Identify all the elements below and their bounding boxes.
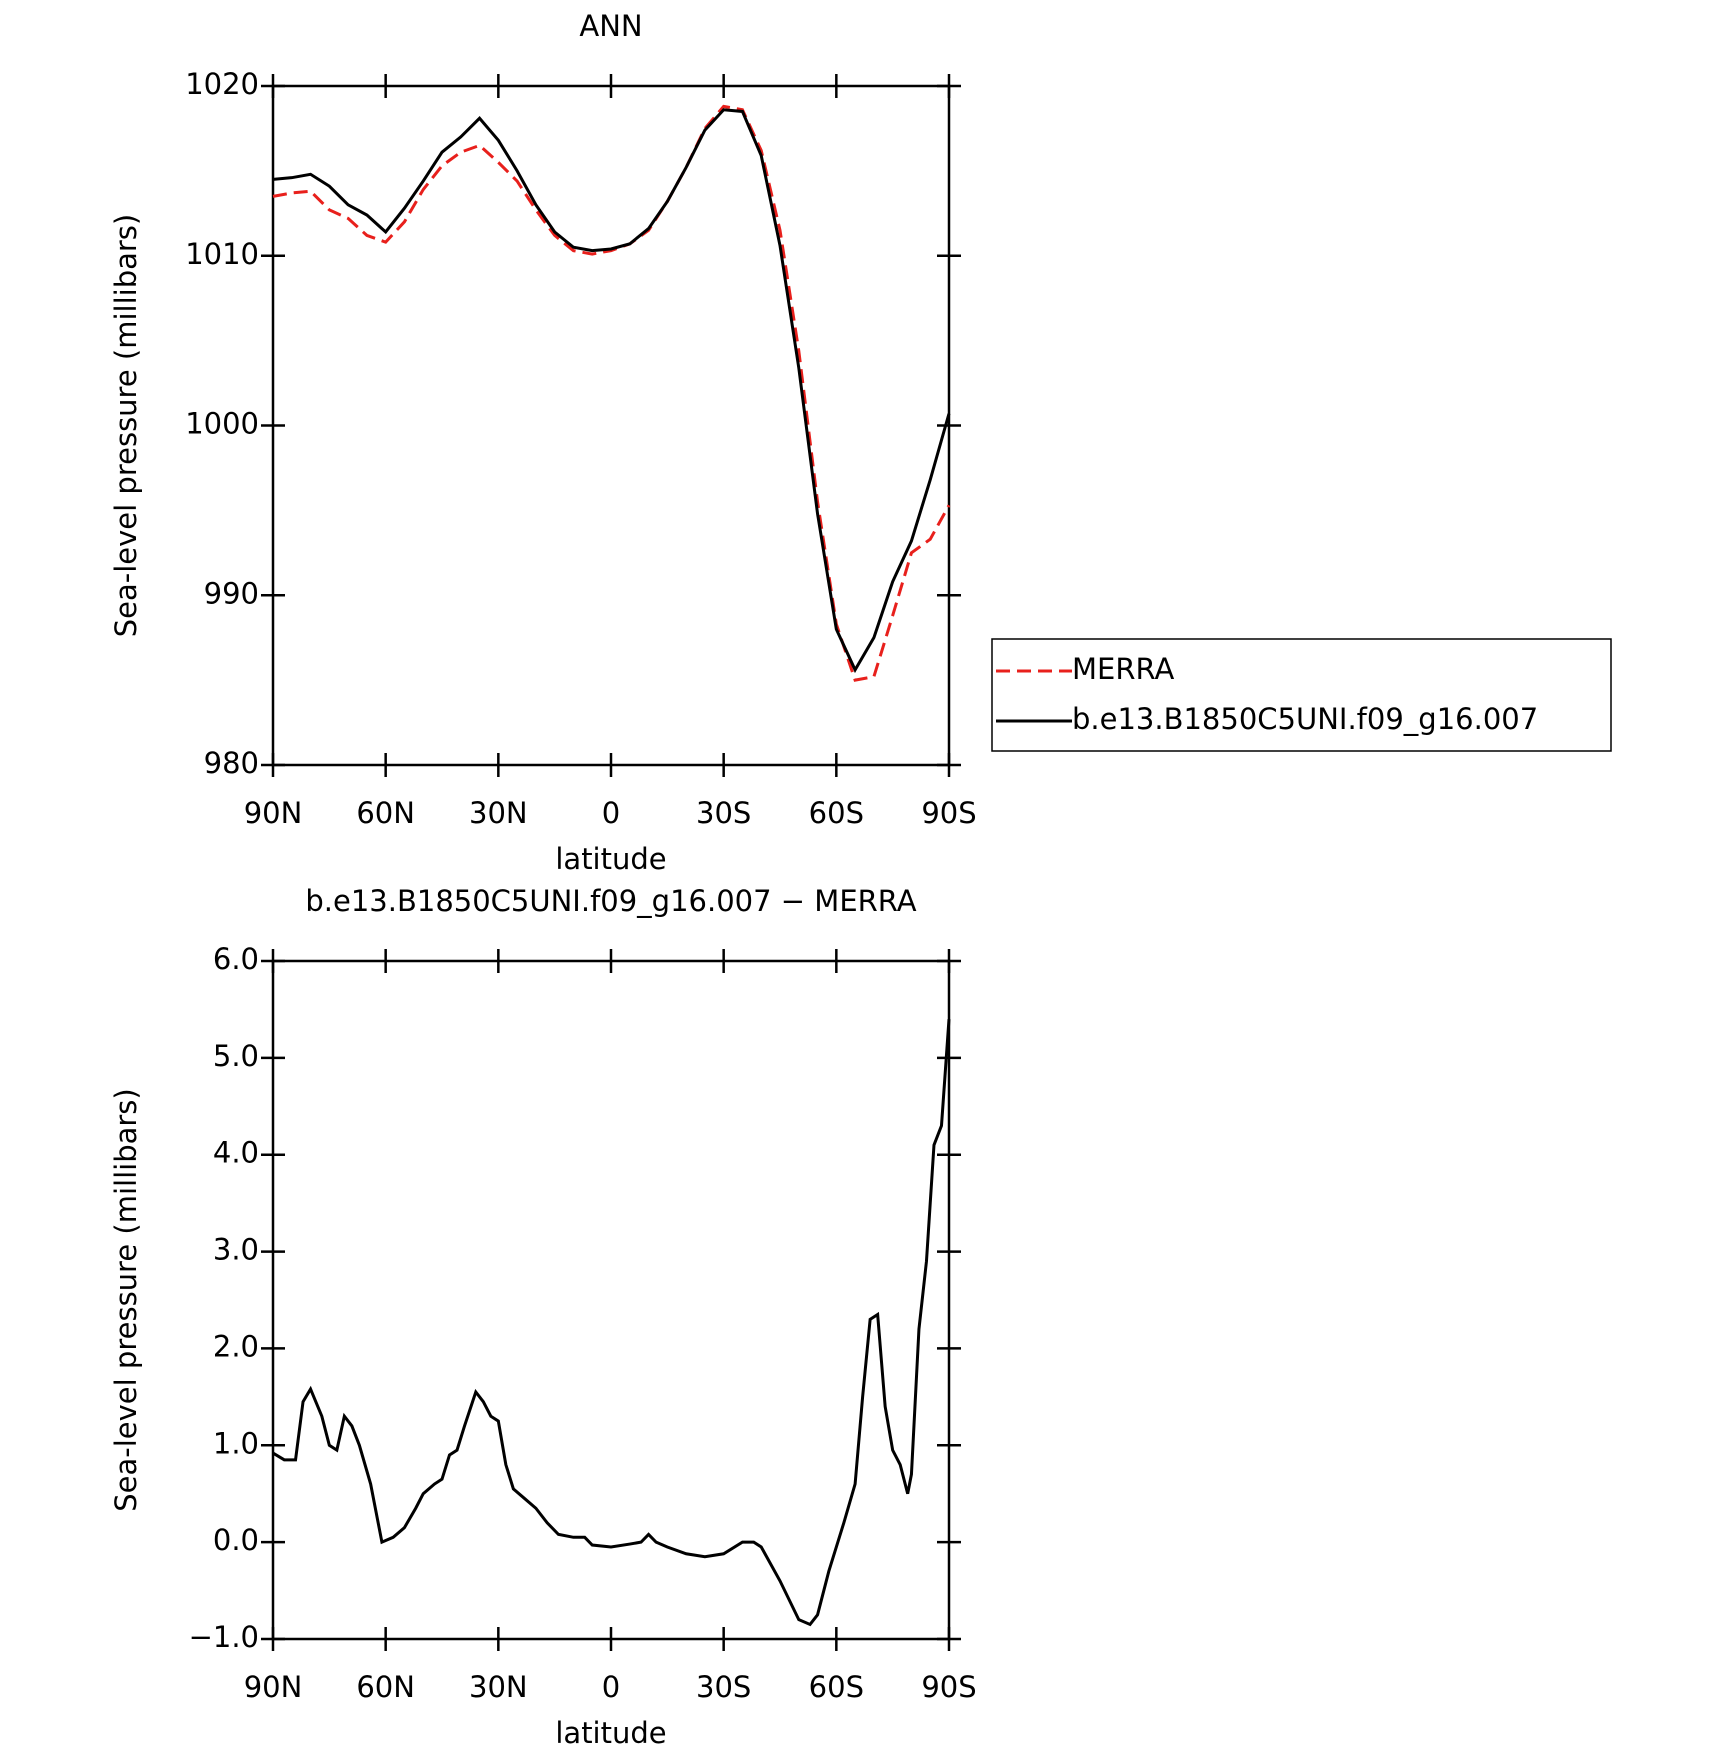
x-axis-label: latitude: [555, 1716, 666, 1745]
x-axis-label: latitude: [555, 842, 666, 876]
chart-title: ANN: [579, 9, 642, 43]
y-tick-label: −1.0: [189, 1620, 259, 1654]
y-tick-label: 0.0: [213, 1523, 259, 1557]
x-tick-label: 60N: [356, 796, 415, 830]
x-tick-label: 90S: [921, 1670, 976, 1704]
y-tick-label: 6.0: [213, 942, 259, 976]
y-tick-label: 990: [204, 576, 259, 610]
x-tick-label: 90N: [244, 1670, 303, 1704]
chart-title: b.e13.B1850C5UNI.f09_g16.007 − MERRA: [305, 884, 916, 918]
y-axis-label: Sea-level pressure (millibars): [109, 1088, 143, 1511]
y-tick-label: 1.0: [213, 1426, 259, 1460]
y-tick-label: 3.0: [213, 1233, 259, 1267]
data-line: [272, 104, 951, 682]
y-tick-label: 5.0: [213, 1039, 259, 1073]
x-tick-label: 30S: [696, 1670, 751, 1704]
x-tick-label: 90S: [921, 796, 976, 830]
x-tick-label: 60S: [809, 796, 864, 830]
x-tick-label: 0: [602, 1670, 620, 1704]
x-tick-label: 90N: [244, 796, 303, 830]
y-tick-label: 980: [204, 746, 259, 780]
y-axis-label: Sea-level pressure (millibars): [109, 214, 143, 637]
data-line: [272, 1019, 951, 1627]
plot-frame: [271, 84, 951, 767]
x-tick-label: 30S: [696, 796, 751, 830]
y-tick-label: 1020: [185, 67, 259, 101]
x-tick-label: 30N: [469, 796, 528, 830]
x-tick-label: 0: [602, 796, 620, 830]
y-tick-label: 4.0: [213, 1136, 259, 1170]
plot-frame: [271, 959, 951, 1641]
x-tick-label: 60S: [809, 1670, 864, 1704]
data-line: [272, 108, 951, 674]
legend-label: b.e13.B1850C5UNI.f09_g16.007: [1072, 702, 1538, 736]
legend-label: MERRA: [1072, 652, 1174, 686]
y-tick-label: 1000: [185, 407, 259, 441]
x-tick-label: 60N: [356, 1670, 415, 1704]
legend-box: [991, 638, 1612, 752]
y-tick-label: 1010: [185, 237, 259, 271]
y-tick-label: 2.0: [213, 1329, 259, 1363]
x-tick-label: 30N: [469, 1670, 528, 1704]
